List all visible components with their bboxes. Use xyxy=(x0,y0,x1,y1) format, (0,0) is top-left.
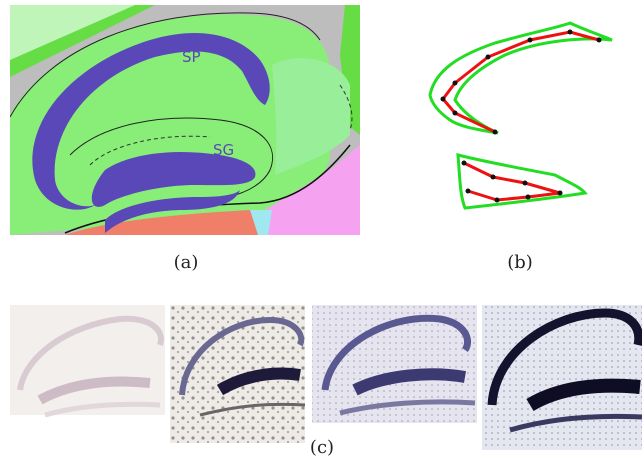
salmon-region xyxy=(65,210,258,235)
upper-skeleton xyxy=(441,30,600,100)
pink-region xyxy=(265,145,360,235)
caption-a: (a) xyxy=(173,252,199,273)
panel-a: SP SG xyxy=(10,5,360,235)
lower-nodes xyxy=(461,160,563,203)
right-strip-region xyxy=(340,5,360,135)
medium-stain-image xyxy=(312,305,477,423)
panel-b xyxy=(420,15,620,215)
sp-band xyxy=(32,32,270,210)
lower-outline xyxy=(456,153,588,210)
sg-label: SG xyxy=(213,141,234,159)
caption-c: (c) xyxy=(309,437,335,458)
stain-images xyxy=(10,305,642,450)
skeleton-figure xyxy=(428,21,613,210)
upper-nodes xyxy=(440,29,602,135)
sp-label: SP xyxy=(182,48,201,66)
panel-c xyxy=(10,305,642,450)
sg-lower-band xyxy=(105,190,240,233)
sg-band xyxy=(91,151,256,207)
stripe-region xyxy=(10,5,155,77)
faint-stain-image xyxy=(10,305,165,418)
upper-outline xyxy=(428,21,613,135)
atlas-figure: SP SG xyxy=(10,5,360,235)
caption-b: (b) xyxy=(507,252,533,273)
lower-skeleton-upper xyxy=(463,161,561,195)
fimbria-region xyxy=(272,57,350,175)
dark-stain-image xyxy=(482,305,642,450)
dotted-stain-image xyxy=(170,305,306,443)
lower-skeleton-lower xyxy=(467,189,561,202)
